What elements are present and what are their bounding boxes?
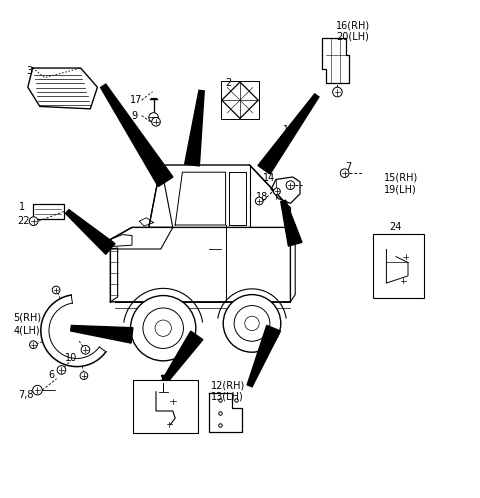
- Circle shape: [149, 113, 158, 123]
- Circle shape: [401, 252, 410, 261]
- Polygon shape: [71, 326, 133, 343]
- Text: 5(RH): 5(RH): [13, 312, 42, 322]
- Text: 21(RH): 21(RH): [153, 381, 187, 391]
- Circle shape: [152, 118, 160, 126]
- Text: 15(RH): 15(RH): [384, 173, 418, 183]
- Text: 10: 10: [65, 354, 77, 364]
- Text: 11(LH): 11(LH): [153, 391, 185, 401]
- Polygon shape: [161, 331, 203, 385]
- Text: 20(LH): 20(LH): [336, 32, 369, 42]
- FancyBboxPatch shape: [373, 234, 424, 298]
- Polygon shape: [258, 94, 319, 174]
- Text: 18: 18: [256, 192, 268, 202]
- Circle shape: [155, 320, 171, 336]
- Circle shape: [29, 217, 38, 226]
- Polygon shape: [185, 90, 204, 166]
- Circle shape: [52, 286, 60, 294]
- Circle shape: [333, 87, 342, 97]
- Circle shape: [245, 316, 259, 331]
- Text: 13(LH): 13(LH): [211, 391, 244, 401]
- Circle shape: [255, 197, 263, 205]
- Polygon shape: [247, 325, 280, 387]
- Text: 19(LH): 19(LH): [384, 184, 417, 194]
- Text: 22: 22: [17, 216, 29, 226]
- Circle shape: [81, 346, 90, 354]
- Circle shape: [143, 308, 183, 349]
- Circle shape: [234, 306, 270, 341]
- Circle shape: [223, 295, 281, 352]
- Text: 17: 17: [130, 95, 142, 105]
- Text: 14: 14: [263, 173, 276, 183]
- Circle shape: [340, 169, 349, 177]
- Circle shape: [274, 188, 280, 195]
- Circle shape: [30, 341, 37, 349]
- Circle shape: [165, 420, 174, 429]
- Circle shape: [168, 396, 178, 406]
- Polygon shape: [101, 84, 173, 187]
- FancyBboxPatch shape: [133, 379, 198, 433]
- Text: 16(RH): 16(RH): [336, 21, 370, 31]
- Circle shape: [399, 276, 408, 285]
- Text: 1: 1: [19, 202, 25, 212]
- Circle shape: [286, 181, 295, 189]
- Text: 4(LH): 4(LH): [13, 326, 40, 336]
- Circle shape: [80, 372, 88, 379]
- Text: 14: 14: [283, 125, 296, 135]
- Text: 9: 9: [131, 111, 137, 121]
- Circle shape: [33, 385, 42, 395]
- Text: 6: 6: [48, 370, 54, 380]
- Text: 3: 3: [26, 66, 33, 76]
- Text: 24: 24: [389, 223, 401, 233]
- Text: 12(RH): 12(RH): [211, 381, 245, 391]
- Text: 2: 2: [226, 78, 232, 89]
- Polygon shape: [281, 200, 302, 246]
- Circle shape: [131, 295, 196, 361]
- Text: 7: 7: [346, 162, 352, 172]
- Circle shape: [57, 366, 66, 374]
- Text: 23: 23: [181, 414, 194, 424]
- Text: 7,8: 7,8: [18, 390, 34, 400]
- Polygon shape: [66, 210, 115, 254]
- Circle shape: [159, 387, 168, 396]
